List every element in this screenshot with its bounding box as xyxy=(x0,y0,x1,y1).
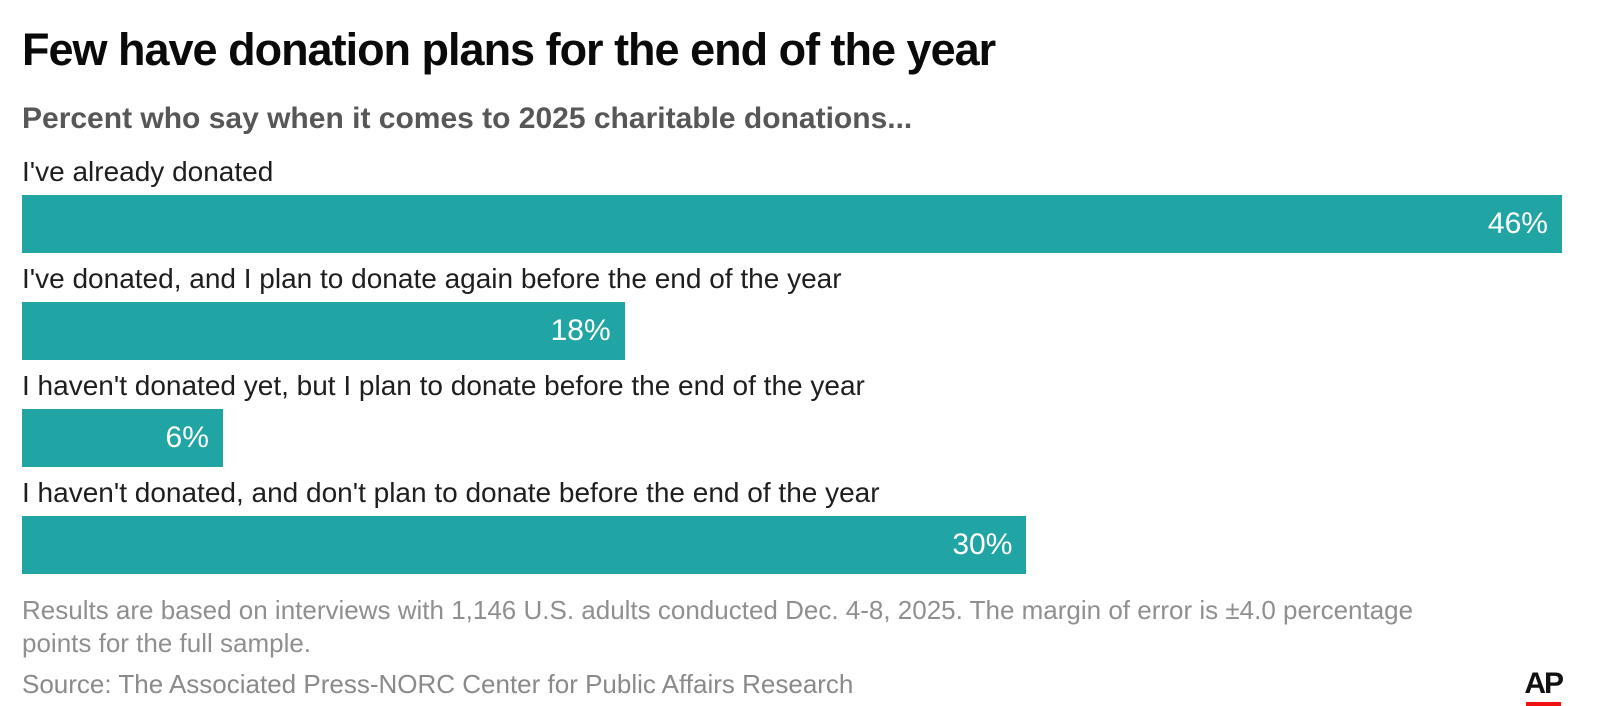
bar: 30% xyxy=(22,516,1027,574)
bar-value-label: 6% xyxy=(165,421,209,454)
ap-logo-red-underline xyxy=(1525,702,1561,706)
bar-value-label: 46% xyxy=(1487,207,1548,240)
ap-logo-text: AP xyxy=(1524,667,1564,700)
ap-logo: AP xyxy=(1524,667,1564,706)
source-row: Source: The Associated Press-NORC Center… xyxy=(22,668,1578,706)
bar-row: I've donated, and I plan to donate again… xyxy=(22,261,1578,360)
bar-category-label: I've already donated xyxy=(22,156,274,187)
chart-page: Few have donation plans for the end of t… xyxy=(0,24,1600,706)
bar: 6% xyxy=(22,409,223,467)
bar: 18% xyxy=(22,302,625,360)
bar-value-label: 30% xyxy=(952,528,1013,561)
source-credit: Source: The Associated Press-NORC Center… xyxy=(22,669,854,699)
chart-title: Few have donation plans for the end of t… xyxy=(22,24,996,75)
bar-category-label: I've donated, and I plan to donate again… xyxy=(22,263,842,294)
chart-subtitle: Percent who say when it comes to 2025 ch… xyxy=(22,102,913,135)
bar: 46% xyxy=(22,195,1562,253)
bar-row: I haven't donated, and don't plan to don… xyxy=(22,475,1578,574)
bar-category-label: I haven't donated, and don't plan to don… xyxy=(22,477,880,508)
bar-category-label: I haven't donated yet, but I plan to don… xyxy=(22,370,865,401)
bar-row: I've already donated 46% xyxy=(22,154,1578,253)
bar-chart: I've already donated 46% I've donated, and… xyxy=(22,154,1578,574)
bar-row: I haven't donated yet, but I plan to don… xyxy=(22,368,1578,467)
bar-value-label: 18% xyxy=(550,314,611,347)
methodology-note: Results are based on interviews with 1,1… xyxy=(22,595,1414,658)
